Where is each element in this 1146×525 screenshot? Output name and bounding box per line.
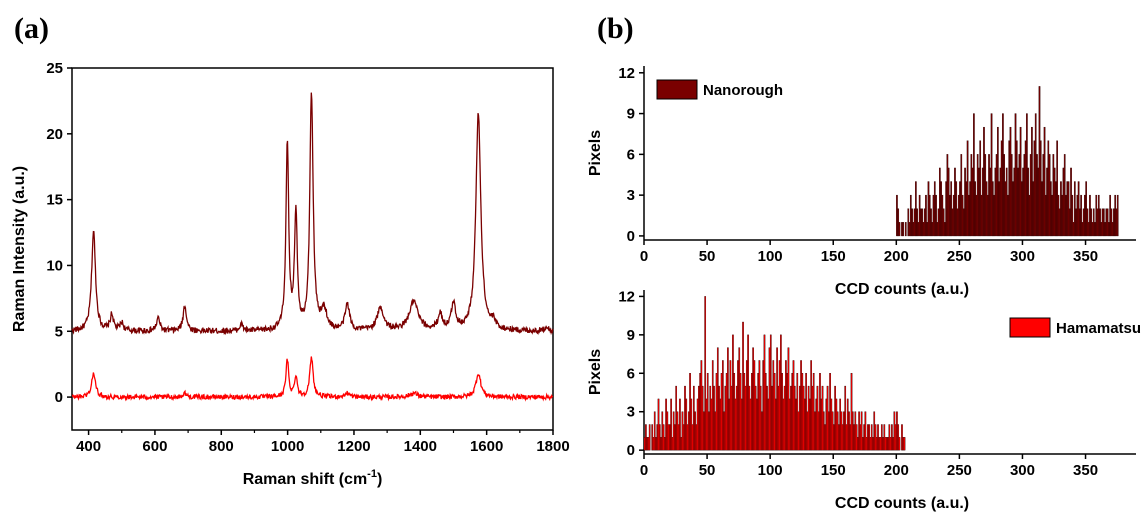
histogram-bar [722,360,724,451]
legend-label: Hamamatsu [1056,320,1141,337]
histogram-bar [904,222,907,237]
panel-label-b: (b) [597,12,634,45]
histogram-bar [864,411,867,451]
y-tick-label: 0 [55,389,63,406]
x-tick-label: 350 [1073,248,1098,265]
panel-label-a: (a) [14,12,49,45]
y-tick-label: 15 [46,192,63,209]
y-tick-label: 20 [46,126,63,143]
legend-swatch [1009,317,1051,338]
y-tick-label: 3 [627,187,635,204]
plot-frame [71,67,554,431]
x-tick-label: 0 [640,462,648,479]
spectrum-series-1 [71,92,554,336]
y-tick-label: 5 [55,323,63,340]
nanorough-histogram: 0 50 100 150 200 250 300 350 0 3 6 9 12 Nanorough CCD … [587,65,1136,298]
y-tick-label: 9 [627,327,635,344]
x-tick-label: 600 [142,438,167,455]
y-tick-label: 12 [618,65,635,82]
histogram-bar [653,411,656,451]
legend: Hamamatsu [1009,317,1141,338]
histogram-bar [860,411,863,451]
x-tick-label: 100 [758,462,783,479]
y-tick-label: 3 [627,404,635,421]
x-axis-title: CCD counts (a.u.) [835,281,969,298]
legend-swatch [656,79,698,100]
x-axis-title-tail: ) [377,471,382,488]
x-tick-label: 400 [76,438,101,455]
y-tick-label: 0 [627,228,635,245]
x-axis-title: CCD counts (a.u.) [835,495,969,512]
histogram-bar [1080,194,1082,237]
histogram-bar [966,140,969,237]
histogram-bar [898,437,901,451]
y-axis-title: Pixels [587,130,604,176]
x-tick-label: 150 [821,462,846,479]
histogram-bar [902,222,905,237]
x-tick-label: 1200 [337,438,370,455]
x-tick-label: 1000 [271,438,304,455]
x-tick-label: 100 [758,248,783,265]
x-tick-label: 800 [209,438,234,455]
raman-spectrum-chart: 400 600 800 1000 1200 1400 1600 1800 0 5 10 15 20 25 R… [11,60,570,488]
x-tick-label: 0 [640,248,648,265]
histogram-bar [973,113,975,237]
histogram-bar [1056,140,1058,237]
hamamatsu-histogram: 0 50 100 150 200 250 300 350 0 3 6 9 12 Hamamatsu CCD … [587,288,1141,512]
x-axis-title: Raman shift (cm-1) [243,468,383,488]
x-tick-label: 200 [884,462,909,479]
histogram-bar [844,385,847,451]
histogram-bar [903,437,906,451]
y-tick-label: 6 [627,365,635,382]
histogram-bar [898,222,901,237]
histogram-bar [1043,126,1046,237]
histogram-bar [979,140,982,237]
histogram-bar [679,398,681,451]
x-tick-label: 1600 [470,438,503,455]
y-tick-label: 0 [627,442,635,459]
histogram-bar [1071,194,1074,237]
x-tick-label: 350 [1073,462,1098,479]
histogram-bar [704,296,707,451]
x-tick-label: 50 [699,462,716,479]
y-tick-label: 12 [618,288,635,305]
histogram-bar [648,424,651,451]
y-tick-label: 10 [46,257,63,274]
x-tick-label: 250 [947,248,972,265]
histogram-bar [670,398,672,451]
x-tick-label: 150 [821,248,846,265]
histogram-bar [925,194,927,237]
histogram-bar [935,194,937,237]
histogram-bar [1116,194,1119,237]
histogram-bar [990,113,993,237]
legend: Nanorough [656,79,783,100]
x-tick-label: 300 [1010,248,1035,265]
x-axis-title-main: Raman shift (cm [243,471,367,488]
x-tick-label: 300 [1010,462,1035,479]
y-tick-label: 9 [627,106,635,123]
x-tick-label: 1400 [404,438,437,455]
y-tick-label: 6 [627,146,635,163]
spectrum-series-2 [71,356,554,402]
x-tick-label: 1800 [536,438,569,455]
x-axis-title-sup: -1 [367,468,377,480]
legend-label: Nanorough [703,82,783,99]
x-tick-label: 50 [699,248,716,265]
y-axis-title: Pixels [587,349,604,395]
y-tick-label: 25 [46,60,63,77]
x-tick-label: 200 [884,248,909,265]
y-axis-title: Raman Intensity (a.u.) [11,166,28,332]
x-tick-label: 250 [947,462,972,479]
